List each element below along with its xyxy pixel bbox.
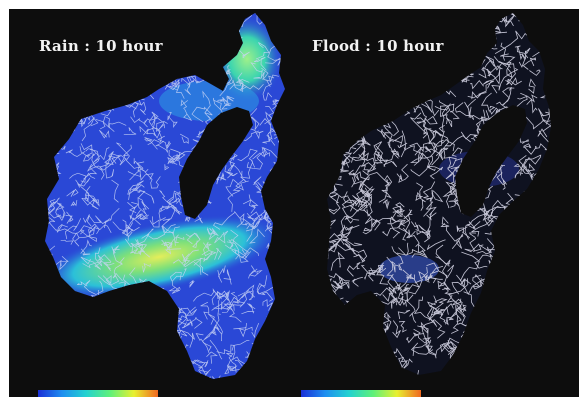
flood-colorbar <box>301 390 421 397</box>
figure-background: Rain : 10 hour Flood : 10 hour <box>9 9 579 397</box>
rain-basin <box>45 13 285 379</box>
flood-lake <box>455 105 527 217</box>
rain-colorbar <box>38 390 158 397</box>
rain-map <box>45 13 551 379</box>
flood-basin <box>327 13 551 375</box>
rain-lake <box>179 107 253 219</box>
flood-panel-title: Flood : 10 hour <box>312 37 444 55</box>
rain-panel-title: Rain : 10 hour <box>39 37 163 55</box>
rain-intensity-band <box>45 214 282 300</box>
